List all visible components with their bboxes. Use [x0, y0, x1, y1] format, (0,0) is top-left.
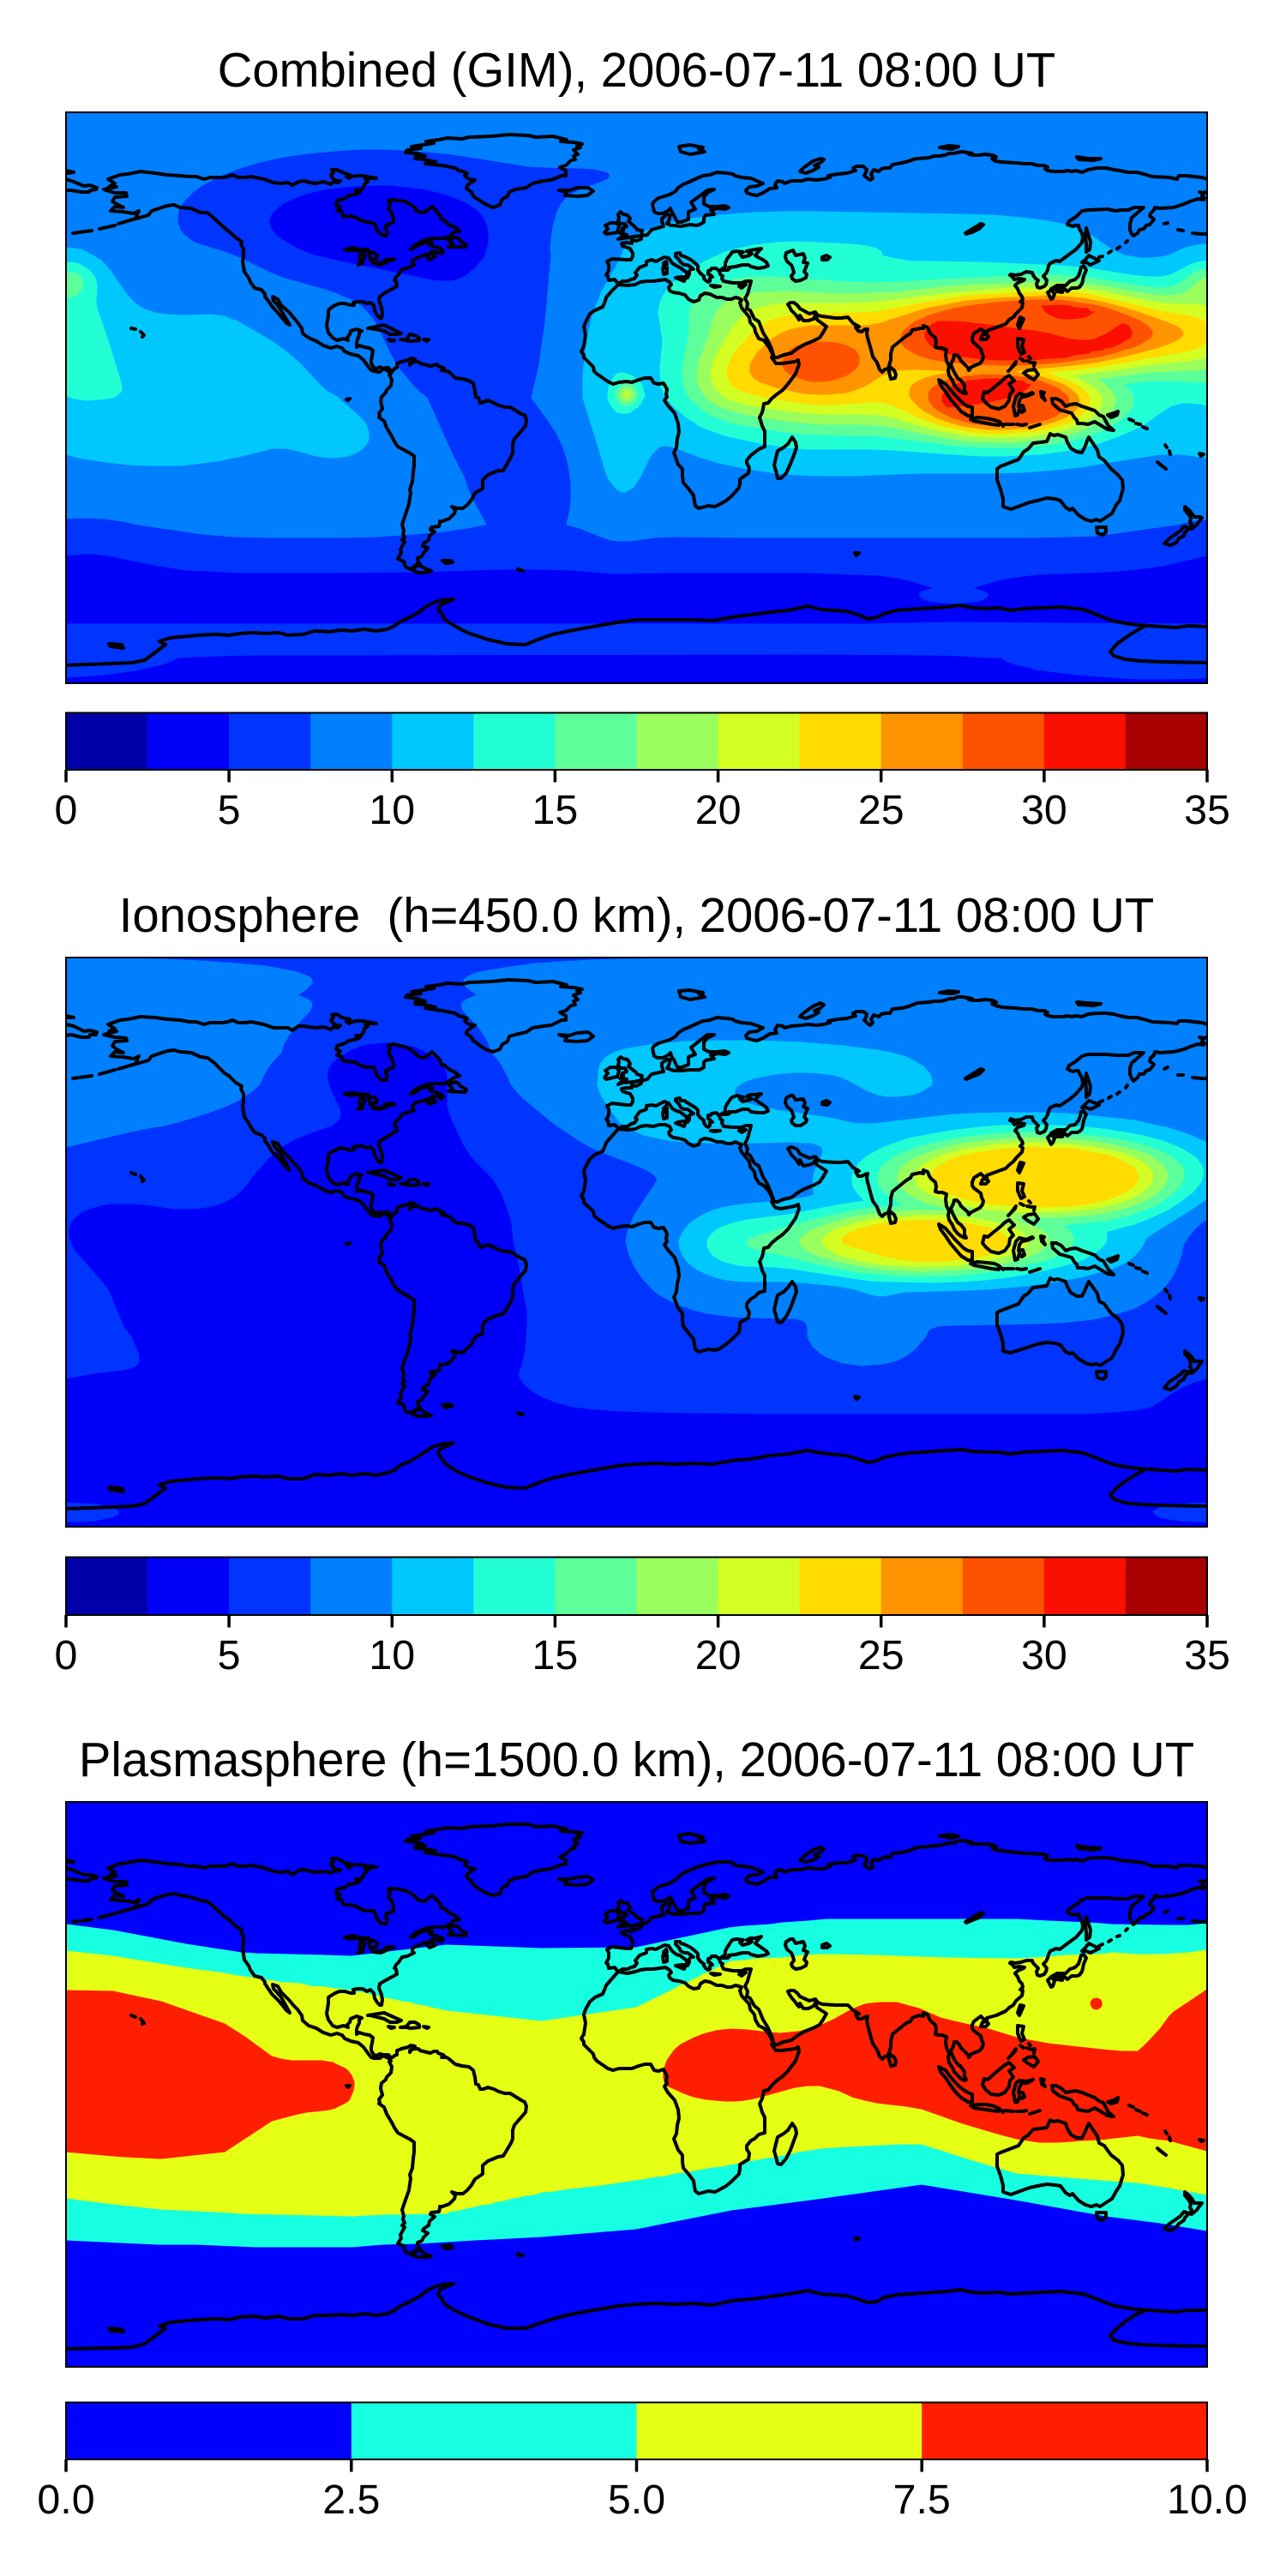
svg-text:35: 35 — [1184, 1632, 1230, 1678]
svg-text:5.0: 5.0 — [608, 2477, 665, 2523]
svg-text:2.5: 2.5 — [322, 2477, 380, 2523]
svg-text:0: 0 — [55, 1632, 78, 1678]
svg-text:20: 20 — [695, 1632, 742, 1678]
svg-text:25: 25 — [858, 1632, 904, 1678]
svg-text:25: 25 — [858, 787, 904, 833]
svg-text:35: 35 — [1184, 787, 1230, 833]
svg-text:20: 20 — [695, 787, 742, 833]
svg-text:10: 10 — [369, 787, 415, 833]
svg-text:Plasmasphere (h=1500.0 km), 20: Plasmasphere (h=1500.0 km), 2006-07-11 0… — [79, 1732, 1194, 1786]
svg-text:0: 0 — [55, 787, 78, 833]
svg-text:5: 5 — [218, 787, 241, 833]
svg-text:30: 30 — [1021, 1632, 1067, 1678]
svg-text:15: 15 — [532, 787, 579, 833]
svg-text:10.0: 10.0 — [1167, 2477, 1247, 2523]
svg-text:Ionosphere (h=450.0 km), 2006: Ionosphere (h=450.0 km), 2006-07-11 08:0… — [119, 888, 1155, 942]
svg-text:0.0: 0.0 — [37, 2477, 94, 2523]
svg-text:7.5: 7.5 — [893, 2477, 951, 2523]
svg-text:30: 30 — [1021, 787, 1067, 833]
svg-text:15: 15 — [532, 1632, 579, 1678]
svg-text:Combined (GIM), 2006-07-11 08:: Combined (GIM), 2006-07-11 08:00 UT — [218, 43, 1056, 97]
svg-text:10: 10 — [369, 1632, 415, 1678]
svg-text:5: 5 — [218, 1632, 241, 1678]
